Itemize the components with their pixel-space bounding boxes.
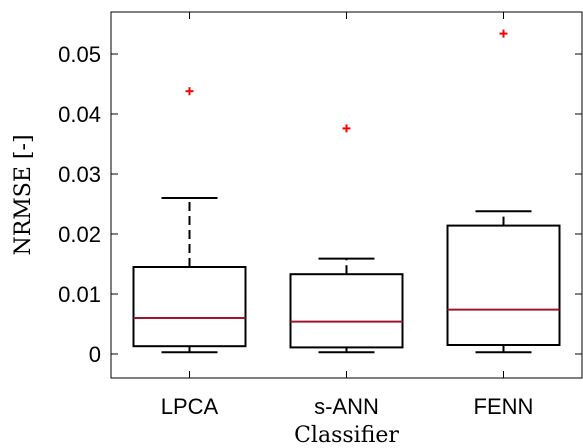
box-iqr bbox=[446, 224, 561, 347]
y-axis: 0 0.01 0.02 0.03 0.04 0.05 bbox=[58, 42, 582, 367]
x-axis-title: Classifier bbox=[294, 423, 399, 448]
box-iqr bbox=[132, 266, 247, 348]
y-tick-label: 0.05 bbox=[58, 42, 101, 67]
x-tick-label: s-ANN bbox=[314, 394, 379, 419]
y-tick-label: 0 bbox=[89, 342, 101, 367]
plot-area-frame bbox=[110, 11, 583, 379]
box-series bbox=[132, 29, 561, 354]
outlier-marker bbox=[342, 124, 351, 133]
x-tick-label: LPCA bbox=[161, 394, 219, 419]
outlier-marker bbox=[499, 29, 508, 38]
box-lpca bbox=[132, 87, 247, 354]
box-iqr bbox=[289, 273, 404, 349]
y-tick-label: 0.04 bbox=[58, 102, 101, 127]
box-s-ann bbox=[289, 124, 404, 354]
y-axis-title: NRMSE [-] bbox=[11, 134, 36, 255]
y-tick-label: 0.03 bbox=[58, 162, 101, 187]
x-axis: LPCA s-ANN FENN bbox=[161, 12, 534, 419]
box-fenn bbox=[446, 29, 561, 354]
y-tick-label: 0.01 bbox=[58, 282, 101, 307]
y-tick-label: 0.02 bbox=[58, 222, 101, 247]
outlier-marker bbox=[185, 87, 194, 96]
x-tick-label: FENN bbox=[474, 394, 534, 419]
